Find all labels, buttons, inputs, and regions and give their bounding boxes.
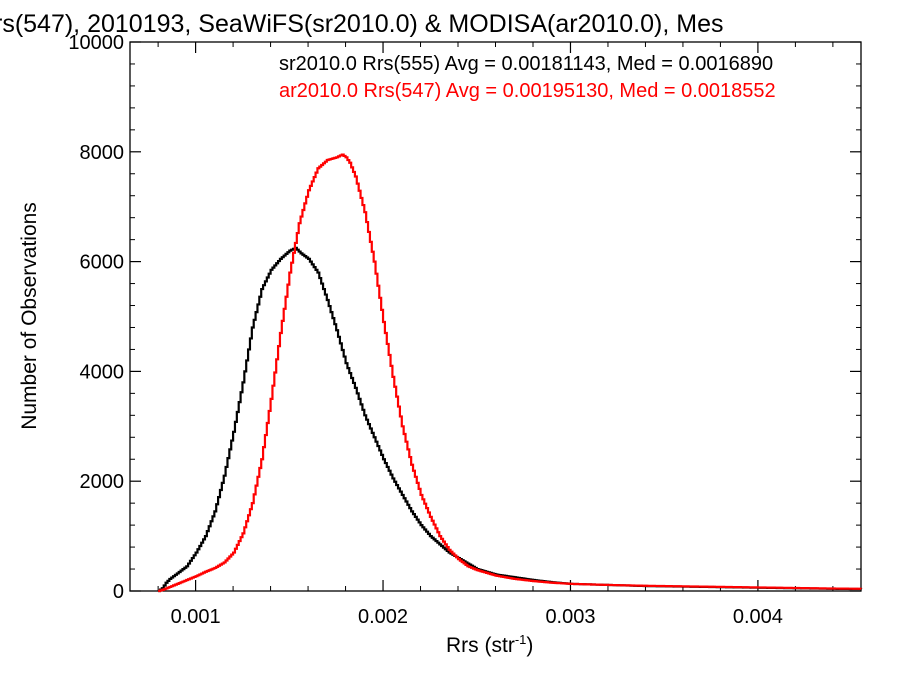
legend-entry-red: ar2010.0 Rrs(547) Avg = 0.00195130, Med … — [279, 80, 776, 102]
y-axis-label: Number of Observations — [18, 202, 41, 430]
series-layer — [158, 153, 863, 593]
x-axis-label: Rrs (str-1) — [446, 632, 533, 657]
y-tick-label: 4000 — [80, 361, 125, 383]
chart-title: rs(547), 2010193, SeaWiFS(sr2010.0) & MO… — [0, 10, 723, 38]
y-tick-label: 2000 — [80, 471, 125, 493]
x-tick-label: 0.003 — [545, 606, 595, 628]
y-tick-label: 10000 — [68, 32, 124, 54]
plot-frame — [129, 41, 862, 592]
x-tick-label: 0.004 — [733, 606, 783, 628]
y-tick-label: 8000 — [80, 142, 125, 164]
series-red-line — [158, 153, 863, 593]
y-tick-label: 0 — [113, 581, 124, 603]
series-black-line — [158, 246, 863, 593]
x-axis-ticks: 0.001 0.002 0.003 0.004 — [157, 42, 834, 628]
y-tick-label: 6000 — [80, 252, 125, 274]
x-axis-label-exponent: -1 — [515, 632, 527, 647]
x-axis-label-close: ) — [526, 634, 533, 657]
x-tick-label: 0.002 — [358, 606, 408, 628]
x-axis-label-main: Rrs (str — [446, 634, 515, 657]
legend-entry-black: sr2010.0 Rrs(555) Avg = 0.00181143, Med … — [279, 53, 773, 75]
y-axis-ticks: 0 2000 4000 6000 8000 10000 — [68, 32, 861, 603]
x-tick-label: 0.001 — [171, 606, 221, 628]
